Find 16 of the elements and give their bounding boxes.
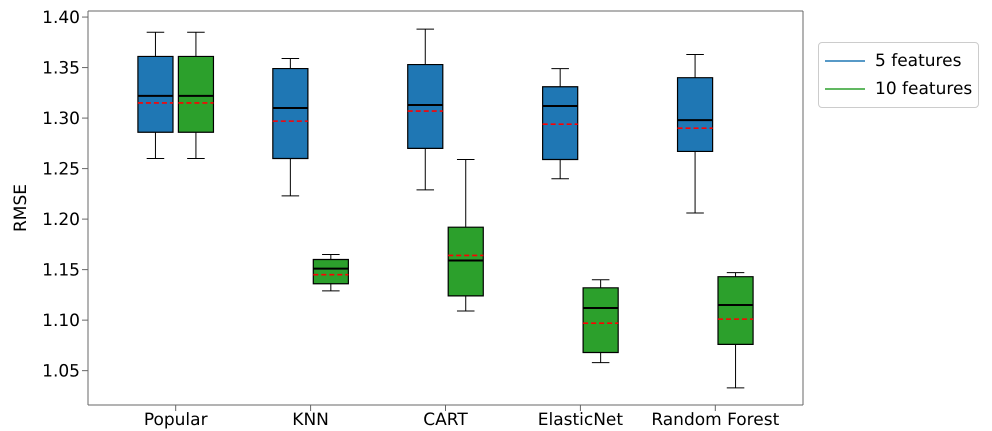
x-tick-label: ElasticNet	[538, 410, 624, 430]
y-tick-label: 1.05	[42, 362, 80, 382]
y-axis-title: RMSE	[11, 184, 32, 232]
legend-label: 10 features	[875, 78, 972, 101]
x-tick-label: CART	[423, 410, 468, 430]
y-tick-label: 1.15	[42, 260, 80, 281]
y-tick-label: 1.35	[42, 58, 80, 79]
legend-label: 5 features	[875, 50, 962, 73]
y-tick-label: 1.20	[42, 210, 80, 230]
x-tick-label: Popular	[144, 410, 208, 430]
x-tick-label: Random Forest	[651, 410, 780, 430]
x-tick-label: KNN	[292, 410, 329, 430]
y-tick-label: 1.30	[42, 109, 80, 130]
y-tick-label: 1.10	[42, 311, 80, 332]
y-tick-label: 1.25	[42, 160, 80, 180]
y-tick-label: 1.40	[42, 8, 80, 28]
